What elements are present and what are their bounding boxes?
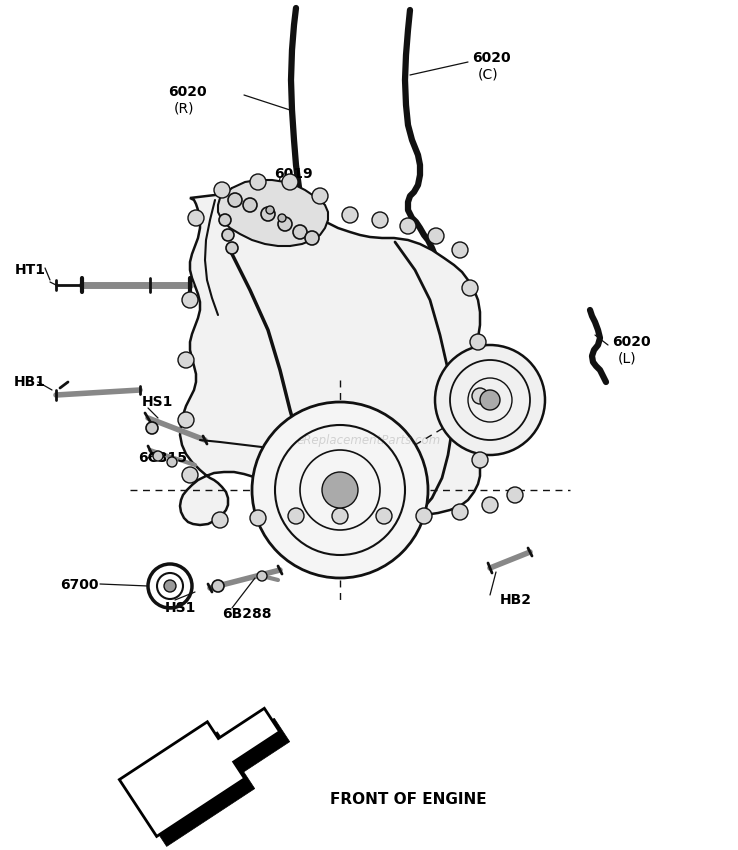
- Circle shape: [372, 212, 388, 228]
- Circle shape: [278, 214, 286, 222]
- Text: eReplacementParts.com: eReplacementParts.com: [297, 434, 441, 446]
- Circle shape: [266, 206, 274, 214]
- Circle shape: [167, 457, 177, 467]
- Circle shape: [178, 412, 194, 428]
- Text: HT1: HT1: [15, 263, 46, 277]
- Circle shape: [472, 388, 488, 404]
- Text: (C): (C): [478, 67, 499, 81]
- Circle shape: [482, 497, 498, 513]
- Circle shape: [376, 508, 392, 524]
- Circle shape: [250, 174, 266, 190]
- Circle shape: [332, 508, 348, 524]
- Circle shape: [188, 210, 204, 226]
- Polygon shape: [120, 708, 280, 836]
- Circle shape: [507, 487, 523, 503]
- Text: (R): (R): [174, 101, 195, 115]
- Text: HS1: HS1: [142, 395, 173, 409]
- Circle shape: [178, 352, 194, 368]
- Circle shape: [322, 472, 358, 508]
- Circle shape: [219, 214, 231, 226]
- Circle shape: [261, 207, 275, 221]
- Circle shape: [293, 225, 307, 239]
- Circle shape: [305, 231, 319, 245]
- Text: 6020: 6020: [168, 85, 207, 99]
- Text: HB1: HB1: [14, 375, 46, 389]
- Circle shape: [288, 508, 304, 524]
- Text: HS1: HS1: [165, 601, 196, 615]
- Circle shape: [250, 510, 266, 526]
- Circle shape: [153, 451, 163, 461]
- Text: 6019: 6019: [274, 167, 313, 181]
- Text: (L): (L): [618, 351, 637, 365]
- Circle shape: [146, 422, 158, 434]
- Circle shape: [243, 198, 257, 212]
- Circle shape: [428, 228, 444, 244]
- Circle shape: [278, 217, 292, 231]
- Text: 6C315: 6C315: [138, 451, 187, 465]
- Circle shape: [214, 182, 230, 198]
- Text: 6020: 6020: [612, 335, 651, 349]
- Circle shape: [416, 508, 432, 524]
- Text: FRONT OF ENGINE: FRONT OF ENGINE: [330, 792, 486, 808]
- Circle shape: [480, 390, 500, 410]
- Circle shape: [226, 242, 238, 254]
- Circle shape: [435, 345, 545, 455]
- Circle shape: [212, 512, 228, 528]
- Circle shape: [164, 580, 176, 592]
- Circle shape: [470, 334, 486, 350]
- Text: 6700: 6700: [60, 578, 98, 592]
- Text: HB2: HB2: [500, 593, 532, 607]
- Circle shape: [182, 467, 198, 483]
- Circle shape: [452, 242, 468, 258]
- Circle shape: [212, 580, 224, 592]
- Circle shape: [452, 504, 468, 520]
- Circle shape: [472, 452, 488, 468]
- Polygon shape: [129, 718, 290, 847]
- Circle shape: [342, 207, 358, 223]
- Circle shape: [182, 292, 198, 308]
- Circle shape: [252, 402, 428, 578]
- Text: 6020: 6020: [472, 51, 511, 65]
- Circle shape: [257, 571, 267, 581]
- Circle shape: [282, 174, 298, 190]
- Circle shape: [228, 193, 242, 207]
- Circle shape: [222, 229, 234, 241]
- Circle shape: [400, 218, 416, 234]
- Text: 6B288: 6B288: [222, 607, 272, 621]
- Circle shape: [462, 280, 478, 296]
- Polygon shape: [218, 180, 328, 246]
- Circle shape: [312, 188, 328, 204]
- Polygon shape: [180, 195, 492, 525]
